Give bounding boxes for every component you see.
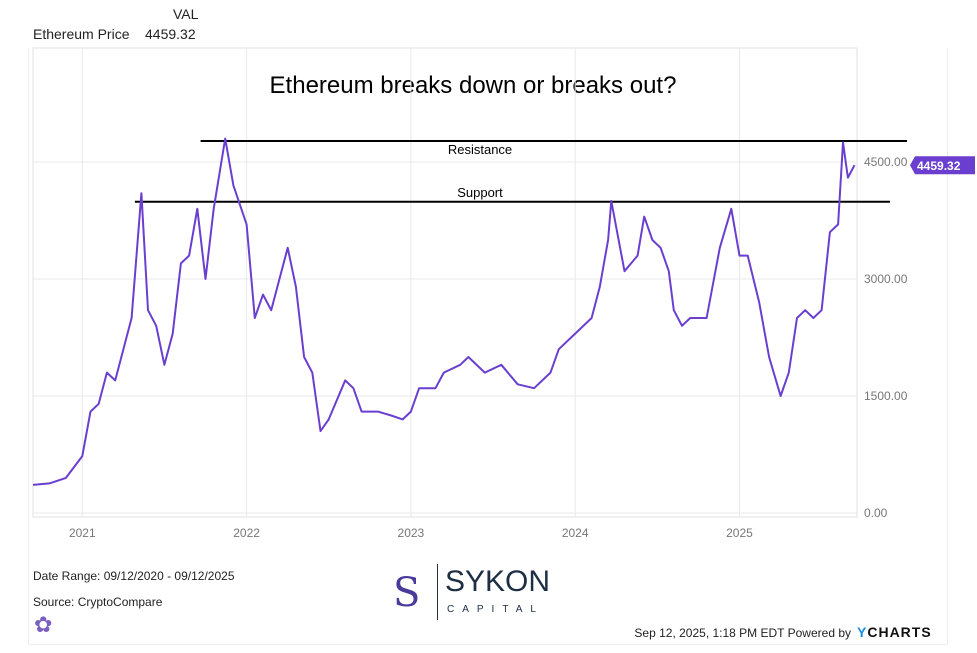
annotation-label-support: Support bbox=[457, 185, 503, 200]
x-tick-label: 2022 bbox=[233, 526, 260, 540]
annotation-label-resistance: Resistance bbox=[448, 142, 512, 157]
y-tick-label: 3000.00 bbox=[864, 272, 908, 286]
x-tick-label: 2024 bbox=[562, 526, 589, 540]
y-tick-label: 4500.00 bbox=[864, 155, 908, 169]
chart-title: Ethereum breaks down or breaks out? bbox=[270, 72, 677, 99]
last-value-badge bbox=[910, 156, 975, 175]
eth-price-line bbox=[32, 137, 856, 486]
x-tick-label: 2023 bbox=[398, 526, 425, 540]
source: Source: CryptoCompare bbox=[33, 595, 163, 609]
y-tick-label: 0.00 bbox=[864, 506, 888, 520]
date-range: Date Range: 09/12/2020 - 09/12/2025 bbox=[33, 569, 235, 583]
y-tick-label: 1500.00 bbox=[864, 389, 908, 403]
series-name: Ethereum Price bbox=[33, 26, 130, 42]
plot-area bbox=[32, 47, 858, 518]
logo-s-icon: S bbox=[393, 570, 421, 616]
column-header: VAL bbox=[173, 6, 199, 22]
x-tick-label: 2021 bbox=[69, 526, 96, 540]
last-value-label: 4459.32 bbox=[917, 159, 961, 173]
sykon-logo: S SYKON CAPITAL bbox=[393, 564, 563, 620]
signature-icon: ✿ bbox=[34, 612, 53, 637]
timestamp: Sep 12, 2025, 1:18 PM EDT Powered by bbox=[634, 626, 851, 640]
series-value: 4459.32 bbox=[145, 26, 196, 42]
x-tick-label: 2025 bbox=[726, 526, 753, 540]
chart-frame bbox=[28, 48, 948, 645]
ycharts-link[interactable]: YCHARTS bbox=[857, 624, 932, 640]
